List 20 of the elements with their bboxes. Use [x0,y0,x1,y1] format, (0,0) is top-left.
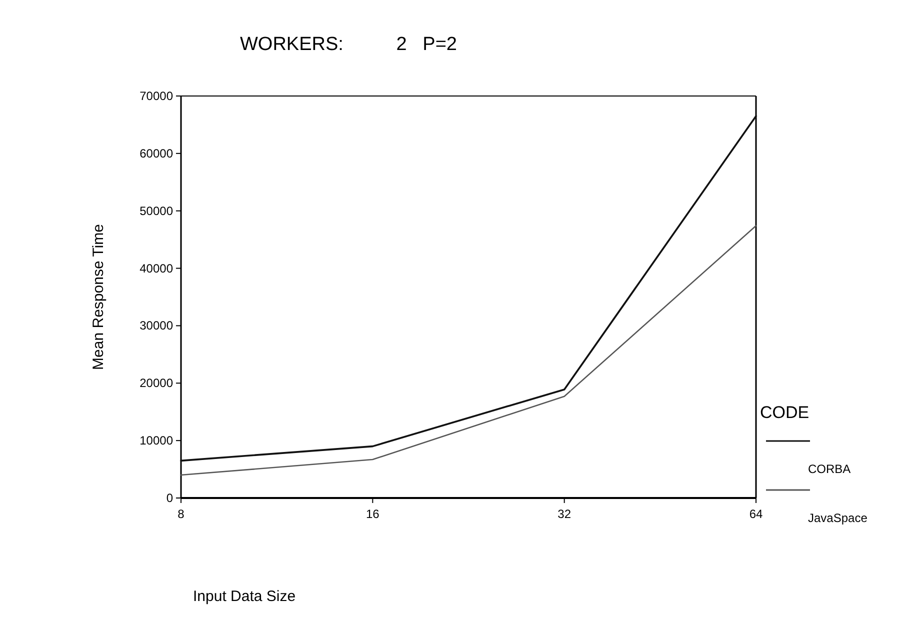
y-tick-label: 60000 [140,146,174,160]
x-tick-label: 64 [749,507,763,521]
y-tick-label: 10000 [140,434,174,448]
y-tick-label: 0 [166,491,174,505]
y-tick-label: 70000 [140,89,174,103]
y-tick-label: 20000 [140,376,174,390]
text: JavaSpace [808,511,868,525]
y-axis-title: Mean Response Time [90,224,107,370]
line-series [180,225,757,476]
x-tick-label: 16 [366,507,380,521]
legend-title: CODE [760,403,810,422]
y-tick-label: 30000 [140,318,174,333]
y-tick-label: 50000 [140,204,174,218]
x-tick-label: 32 [558,507,572,521]
line-series [180,115,757,462]
chart-title: WORKERS: 2 P=2 [240,34,457,55]
text: CORBA [808,462,851,476]
y-tick-label: 40000 [140,261,174,276]
x-axis-title: Input Data Size [193,588,296,605]
x-tick-label: 8 [178,507,185,521]
